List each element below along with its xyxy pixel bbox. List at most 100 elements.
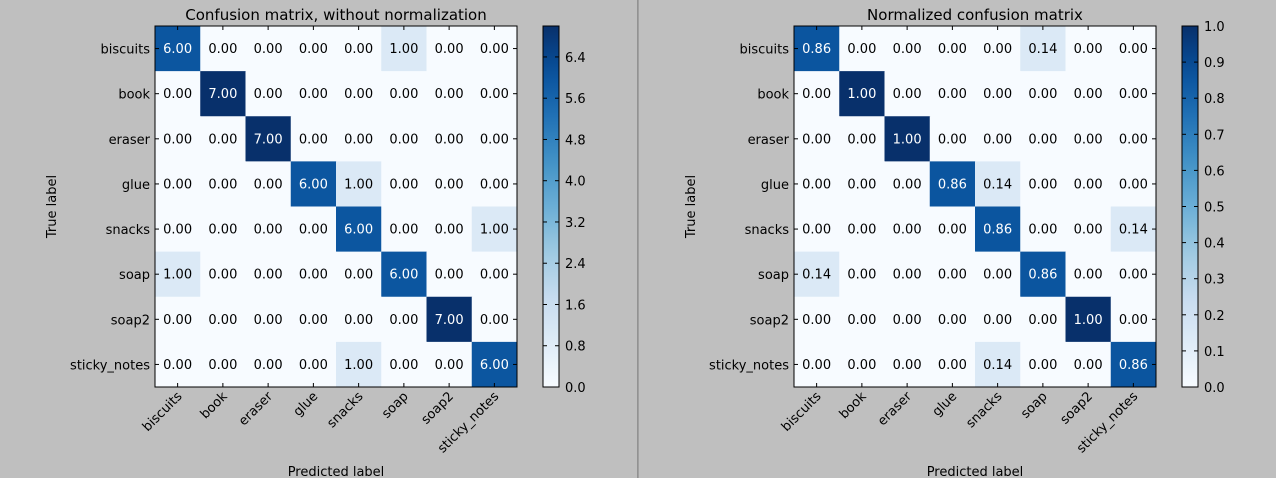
ncm-cell-label: 0.00 (1074, 268, 1103, 283)
cm-cell-label: 0.00 (254, 268, 283, 283)
cm-cell (245, 296, 292, 343)
cm-cell-label: 0.00 (389, 223, 418, 238)
cm-cell (290, 341, 337, 388)
ncm-cell-label: 0.00 (1119, 42, 1148, 57)
ncm-colorbar-tick-label: 0.9 (1204, 56, 1225, 71)
cm-cell-label: 0.00 (163, 177, 192, 192)
cm-cell-label: 0.00 (435, 358, 464, 373)
cm-cell (200, 251, 246, 298)
cm-cell-label: 0.00 (254, 313, 283, 328)
ncm-cell-label: 0.00 (1074, 177, 1103, 192)
cm-colorbar-tick-label: 4.8 (565, 133, 586, 148)
ncm-y-tick-label: glue (761, 178, 789, 193)
cm-cell-label: 0.00 (299, 358, 328, 373)
ncm-cell-label: 0.00 (938, 42, 967, 57)
cm-cell-label: 0.00 (254, 177, 283, 192)
ncm-cell-label: 0.00 (983, 87, 1012, 102)
ncm-colorbar-tick-label: 0.2 (1204, 309, 1225, 324)
ncm-x-tick-label: biscuits (779, 389, 825, 435)
ncm-title: Normalized confusion matrix (867, 6, 1083, 24)
ncm-cell-label: 0.00 (938, 268, 967, 283)
ncm-colorbar-tick-label: 0.7 (1204, 128, 1225, 143)
cm-colorbar-tick-label: 6.4 (565, 51, 586, 66)
ncm-cell-label: 0.14 (1028, 42, 1057, 57)
ncm-cell-label: 0.00 (893, 358, 922, 373)
ncm-cell (839, 206, 885, 253)
ncm-y-axis-label: True label (684, 175, 699, 239)
ncm-cell (794, 26, 840, 72)
cm-cell (336, 341, 382, 388)
cm-y-tick-label: eraser (109, 133, 151, 148)
ncm-y-tick-label: soap2 (750, 313, 789, 328)
cm-cell (381, 206, 427, 253)
cm-cell-label: 0.00 (163, 313, 192, 328)
cm-cell-label: 7.00 (435, 313, 464, 328)
cm-cell (200, 296, 246, 343)
ncm-cell-label: 0.00 (1074, 42, 1103, 57)
cm-cell (471, 161, 518, 207)
ncm-cell (975, 161, 1021, 207)
cm-cell (290, 26, 337, 72)
cm-y-tick-label: book (118, 88, 150, 103)
ncm-cell-label: 0.00 (893, 87, 922, 102)
ncm-cell-label: 0.14 (983, 358, 1012, 373)
cm-cell-label: 0.00 (208, 42, 237, 57)
ncm-colorbar: 0.0 0.1 0.2 0.3 0.4 0.5 0.6 0.7 0.8 0.9 1.0 (1181, 20, 1225, 396)
cm-cell-label: 0.00 (435, 42, 464, 57)
cm-cell (471, 116, 518, 162)
ncm-cell-label: 0.00 (938, 358, 967, 373)
cm-cell (426, 71, 473, 117)
cm-cell (381, 161, 427, 207)
cm-cell (471, 296, 518, 343)
cm-x-tick-label: soap (379, 389, 411, 421)
ncm-cell (1110, 296, 1157, 343)
ncm-cell (839, 116, 885, 162)
cm-cell-label: 0.00 (208, 132, 237, 147)
ncm-cell (839, 71, 885, 117)
ncm-y-tick-label: sticky_notes (709, 358, 789, 373)
cm-cell-label: 0.00 (389, 358, 418, 373)
ncm-cell (1065, 251, 1112, 298)
ncm-cell-label: 0.00 (847, 177, 876, 192)
cm-cell (200, 116, 246, 162)
cm-y-tick-label: snacks (106, 223, 151, 238)
ncm-x-tick-label: soap2 (1058, 389, 1096, 427)
cm-cell (245, 26, 292, 72)
cm-cell-label: 0.00 (163, 358, 192, 373)
cm-cell (381, 296, 427, 343)
ncm-cell-label: 0.00 (983, 313, 1012, 328)
ncm-cell (929, 296, 976, 343)
cm-cell-label: 0.00 (299, 132, 328, 147)
ncm-cell-label: 0.00 (1028, 313, 1057, 328)
ncm-cell (975, 341, 1021, 388)
ncm-cell (1110, 206, 1157, 253)
cm-y-tick-label: glue (122, 178, 150, 193)
cm-cell-label: 0.00 (344, 268, 373, 283)
ncm-cell (1020, 251, 1066, 298)
ncm-cell-label: 0.14 (1119, 223, 1148, 238)
cm-cell-label: 0.00 (208, 177, 237, 192)
ncm-cell-label: 0.00 (1074, 358, 1103, 373)
ncm-colorbar-tick-label: 1.0 (1204, 20, 1225, 35)
ncm-cell-label: 0.00 (802, 177, 831, 192)
ncm-cell (975, 116, 1021, 162)
ncm-cell-label: 0.86 (802, 42, 831, 57)
ncm-cell (1065, 26, 1112, 72)
cm-cell-label: 6.00 (344, 223, 373, 238)
cm-cell-label: 0.00 (389, 87, 418, 102)
ncm-cell-label: 0.86 (983, 223, 1012, 238)
ncm-cell-label: 0.00 (1074, 223, 1103, 238)
cm-cell-label: 0.00 (480, 177, 509, 192)
cm-cell-label: 0.00 (254, 358, 283, 373)
cm-cell (290, 251, 337, 298)
cm-cell-label: 0.00 (208, 313, 237, 328)
ncm-cell-label: 0.00 (802, 313, 831, 328)
ncm-cell (794, 161, 840, 207)
ncm-cell-label: 0.00 (893, 268, 922, 283)
cm-cell (245, 341, 292, 388)
cm-colorbar-bar (542, 25, 560, 388)
cm-cell (336, 161, 382, 207)
cm-cell-label: 7.00 (208, 87, 237, 102)
ncm-cell-label: 0.00 (983, 268, 1012, 283)
ncm-cell-label: 0.00 (847, 132, 876, 147)
